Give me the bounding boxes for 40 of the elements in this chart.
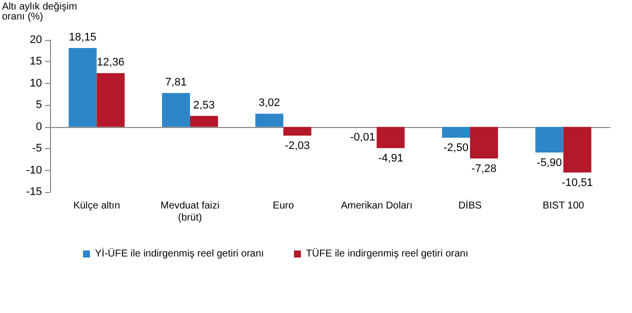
bar bbox=[68, 48, 97, 127]
y-axis-title: Altı aylık değişim oranı (%) bbox=[2, 2, 78, 22]
legend-label: TÜFE ile indirgenmiş reel getiri oranı bbox=[306, 248, 468, 260]
data-label: 18,15 bbox=[68, 32, 96, 44]
y-tick-label: -15 bbox=[26, 186, 42, 198]
y-tick-label: 10 bbox=[30, 77, 42, 90]
data-label: -2,50 bbox=[443, 142, 469, 154]
x-tick-label: BIST 100 bbox=[542, 200, 585, 212]
data-label: -5,90 bbox=[536, 156, 562, 169]
x-tick-label: Amerikan Doları bbox=[340, 200, 413, 212]
data-label: 12,36 bbox=[96, 56, 124, 69]
legend-label: Yİ-ÜFE ile indirgenmiş reel getiri oranı bbox=[95, 248, 264, 260]
x-tick-label: DİBS bbox=[458, 200, 482, 212]
bar bbox=[563, 126, 592, 172]
y-tick-label: -10 bbox=[26, 164, 42, 176]
data-label: 7,81 bbox=[165, 76, 187, 88]
data-label: -7,28 bbox=[471, 162, 497, 175]
bar bbox=[283, 126, 312, 136]
data-label: -2,03 bbox=[284, 140, 310, 152]
bar bbox=[470, 126, 498, 158]
data-label: -10,51 bbox=[562, 177, 593, 189]
bar bbox=[162, 92, 190, 127]
bar bbox=[376, 126, 405, 148]
data-label: 2,53 bbox=[193, 99, 215, 112]
x-tick-label: Külçe altın bbox=[73, 200, 120, 212]
x-tick-label: Mevduat faizi (brüt) bbox=[160, 200, 220, 224]
y-tick-label: -5 bbox=[32, 142, 42, 155]
y-tick-label: 0 bbox=[36, 120, 42, 133]
bar bbox=[96, 73, 125, 127]
bar bbox=[255, 114, 284, 127]
data-label: -0,01 bbox=[350, 131, 376, 144]
bar bbox=[190, 116, 218, 127]
data-label: 3,02 bbox=[258, 97, 280, 110]
y-tick-label: 15 bbox=[30, 56, 42, 68]
y-tick-label: 20 bbox=[30, 34, 42, 46]
y-tick-label: 5 bbox=[36, 99, 42, 112]
x-tick-label: Euro bbox=[272, 200, 294, 212]
data-label: -4,91 bbox=[378, 152, 404, 165]
bar bbox=[442, 126, 470, 138]
bar bbox=[535, 126, 564, 152]
